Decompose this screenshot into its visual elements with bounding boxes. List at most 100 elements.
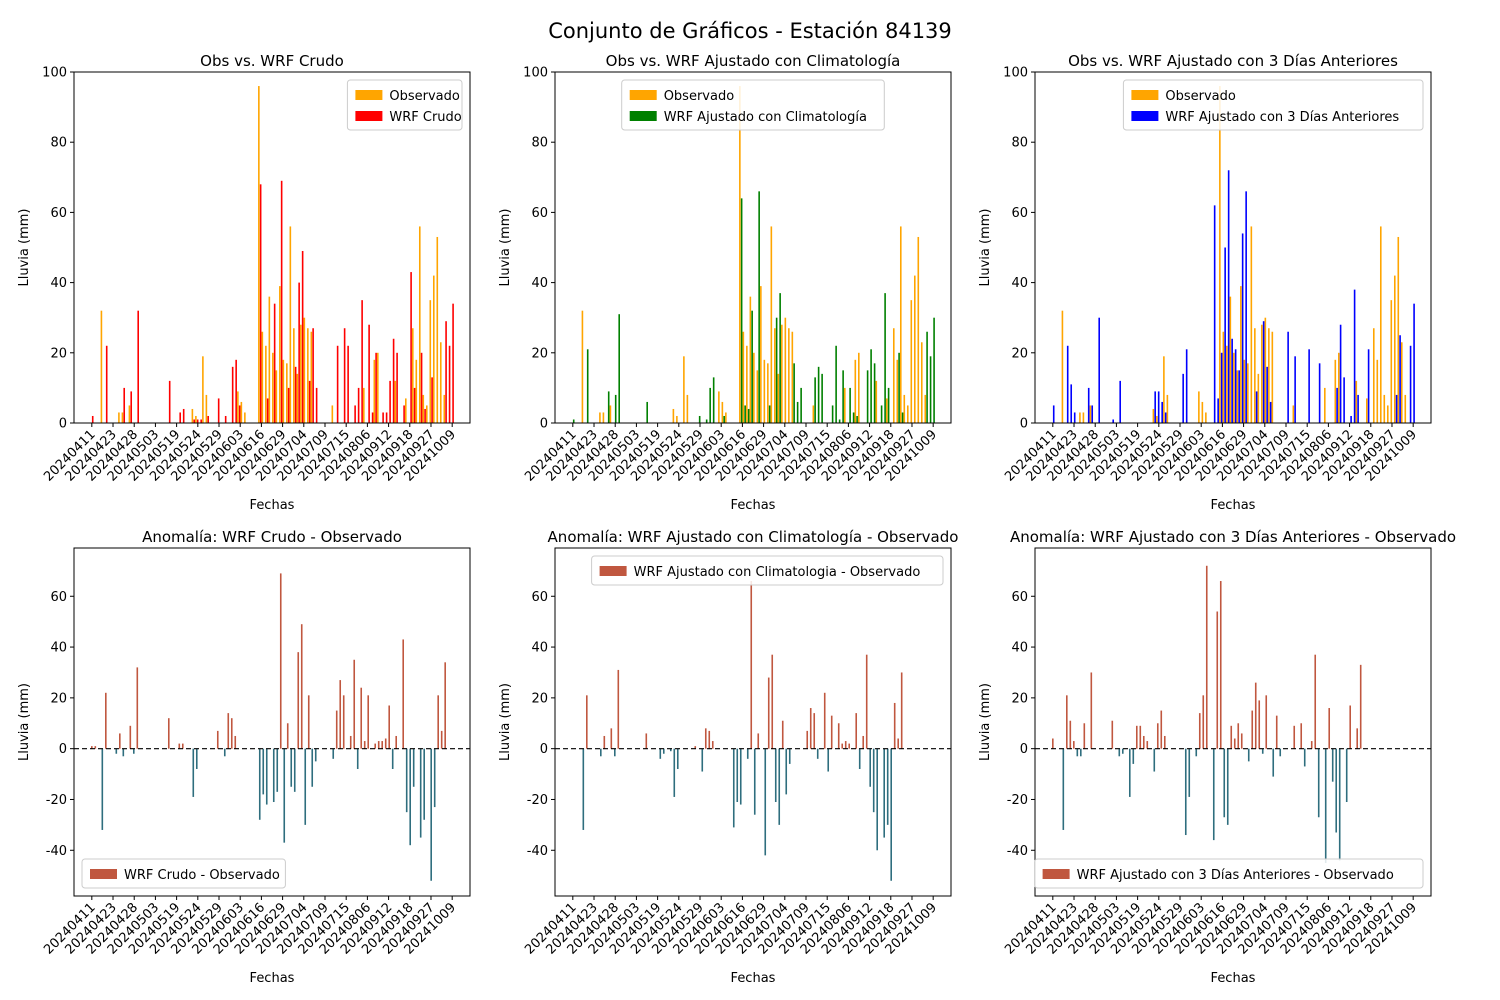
wrf-bar [1241, 233, 1244, 423]
observado-bar [924, 394, 927, 423]
wrf-bar [901, 412, 904, 423]
y-axis-label: Lluvia (mm) [17, 683, 32, 761]
observado-bar [1390, 300, 1393, 423]
wrf-bar [835, 345, 837, 423]
anomaly-bar [893, 702, 896, 749]
anomaly-bar [736, 748, 739, 803]
observado-bar [777, 373, 780, 423]
observado-bar [286, 363, 288, 423]
anomaly-bar [195, 748, 198, 769]
observado-bar [121, 412, 124, 423]
observado-bar [272, 352, 274, 423]
wrf-bar [849, 387, 851, 423]
wrf-bar [403, 405, 405, 423]
anomaly-bar [1314, 654, 1317, 749]
anomaly-bar [391, 748, 394, 769]
anomaly-bar [827, 748, 830, 772]
wrf-bar [287, 387, 290, 423]
anomaly-bar [774, 748, 777, 803]
wrf-bar [1185, 349, 1188, 423]
observado-bar [721, 401, 724, 423]
observado-bar [1061, 310, 1064, 423]
wrf-bar [424, 408, 426, 423]
wrf-bar [431, 377, 433, 423]
wrf-bar [347, 345, 349, 423]
anomaly-bar [1230, 725, 1233, 749]
wrf-bar [217, 398, 220, 423]
anomaly-bar [876, 748, 878, 851]
legend-swatch [355, 90, 383, 100]
observado-bar [1397, 236, 1400, 423]
legend-label: WRF Ajustado con 3 Días Anteriores - Obs… [1077, 868, 1394, 883]
observado-bar [1400, 342, 1403, 423]
legend: WRF Crudo - Observado [81, 858, 286, 889]
observado-bar [1247, 363, 1249, 423]
wrf-bar [866, 370, 869, 423]
observado-bar [443, 394, 446, 423]
anomaly-bar [830, 715, 833, 749]
observado-bar [293, 328, 295, 423]
anomaly-bar [848, 743, 851, 749]
observado-bar [275, 370, 278, 423]
wrf-bar [751, 310, 753, 423]
observado-bar [310, 331, 313, 423]
wrf-bar [870, 349, 872, 423]
axes-frame [554, 547, 952, 897]
observado-bar [756, 370, 759, 423]
x-axis-label: Fechas [731, 971, 776, 986]
anomaly-bar [764, 748, 767, 856]
anomaly-bar [785, 748, 788, 795]
observado-bar [1226, 345, 1228, 423]
anomaly-bar [586, 695, 588, 749]
anomaly-bar [192, 748, 195, 797]
y-tick-label: -40 [46, 844, 67, 859]
wrf-bar [420, 352, 423, 423]
observado-bar [1338, 352, 1340, 423]
chart-bottom-right: -40-200204060202404112024042320240428202… [978, 528, 1456, 986]
anomaly-bar [1066, 695, 1068, 749]
anomaly-bar [1163, 735, 1166, 749]
observado-bar [1372, 328, 1375, 423]
observado-bar [240, 401, 243, 423]
anomaly-bar [276, 748, 279, 792]
wrf-bar [1161, 401, 1163, 423]
wrf-bar [842, 370, 844, 423]
observado-bar [1198, 391, 1200, 423]
wrf-bar [698, 415, 701, 423]
y-tick-label: -40 [527, 844, 548, 859]
observado-bar [411, 328, 414, 423]
axes-frame [73, 547, 471, 897]
wrf-bar [193, 419, 195, 423]
wrf-bar [308, 380, 311, 423]
wrf-bar [1255, 391, 1258, 423]
anomaly-bar [1156, 723, 1159, 749]
anomaly-bar [1139, 725, 1142, 749]
wrf-bar [1066, 345, 1069, 423]
observado-bar [1386, 405, 1389, 423]
anomaly-bar [300, 624, 303, 749]
anomaly-bar [1202, 695, 1205, 749]
observado-bar [1219, 86, 1221, 423]
legend-swatch [599, 566, 627, 576]
wrf-bar [1182, 373, 1184, 423]
y-tick-label: -20 [1007, 793, 1028, 808]
anomaly-bar [444, 662, 446, 749]
anomaly-bar [701, 748, 704, 772]
wrf-bar [586, 349, 589, 423]
observado-bar [899, 226, 902, 423]
anomaly-bar [645, 733, 648, 749]
anomaly-bar [1205, 565, 1208, 749]
wrf-bar [361, 300, 363, 423]
observado-bar [1250, 226, 1253, 423]
anomaly-bar [1272, 748, 1275, 777]
anomaly-bar [216, 730, 219, 749]
observado-bar [1355, 380, 1358, 423]
wrf-bar [1395, 394, 1398, 423]
observado-bar [307, 328, 309, 423]
anomaly-bar [1184, 748, 1187, 836]
observado-bar [244, 412, 246, 423]
observado-bar [1366, 398, 1368, 423]
anomaly-bar [1275, 715, 1278, 749]
anomaly-bar [419, 748, 422, 838]
anomaly-bar [1226, 748, 1229, 825]
